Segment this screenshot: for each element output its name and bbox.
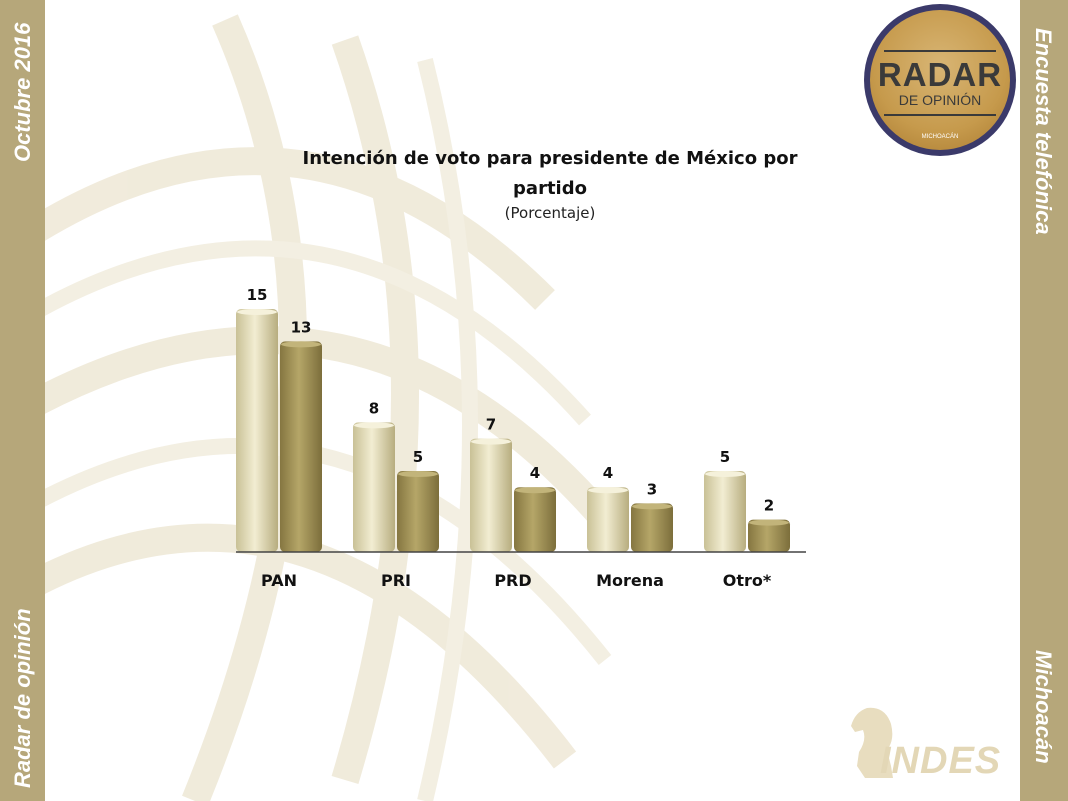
data-label: 4 [530, 464, 540, 482]
data-label: 4 [603, 464, 613, 482]
data-label: 7 [486, 416, 496, 434]
bar-cap [749, 519, 789, 526]
data-label: 2 [764, 497, 774, 515]
data-label: 5 [720, 448, 730, 466]
bar-cap [632, 503, 672, 510]
bar-cap [398, 471, 438, 477]
x-tick-label: PRI [381, 571, 411, 590]
bar-otro-series1 [704, 471, 746, 552]
bar-pan-series1 [236, 309, 278, 552]
x-tick-label: PAN [261, 571, 297, 590]
bar-cap [588, 487, 628, 494]
x-tick-label: Morena [596, 571, 664, 590]
bar-pri-series2 [397, 471, 439, 552]
brand-name: INDES [880, 740, 1002, 782]
bar-prd-series2 [514, 487, 556, 552]
bar-cap [705, 471, 745, 477]
chart-title: Intención de voto para presidente de Méx… [302, 148, 798, 199]
bar-morena-series2 [631, 503, 673, 552]
chart-subtitle: (Porcentaje) [504, 204, 596, 222]
x-tick-label: Otro* [723, 571, 772, 590]
bar-cap [237, 309, 277, 315]
bar-cap [471, 438, 511, 445]
data-label: 13 [291, 318, 312, 336]
right-sidebar: Encuesta telefónica Michoacán [1020, 0, 1068, 801]
bar-cap [281, 341, 321, 348]
data-label: 15 [247, 286, 268, 304]
bar-pri-series1 [353, 422, 395, 552]
bar-prd-series1 [470, 438, 512, 552]
bar-cap [515, 487, 555, 494]
radar-opinion-logo: RADAR DE OPINIÓN MICHOACÁN [864, 4, 1016, 156]
bar-cap [354, 422, 394, 429]
bar-otro-series2 [748, 519, 790, 552]
logo-line1: RADAR [877, 56, 1003, 93]
bar-morena-series1 [587, 487, 629, 552]
bar-pan-series2 [280, 341, 322, 552]
x-tick-label: PRD [494, 571, 531, 590]
data-label: 3 [647, 480, 657, 498]
data-label: 5 [413, 448, 423, 466]
logo-line2: DE OPINIÓN [898, 92, 982, 108]
data-label: 8 [369, 399, 379, 417]
logo-line3: MICHOACÁN [921, 134, 959, 140]
left-sidebar: Octubre 2016 Radar de opinión [0, 0, 45, 801]
chess-knight-icon [851, 707, 893, 778]
